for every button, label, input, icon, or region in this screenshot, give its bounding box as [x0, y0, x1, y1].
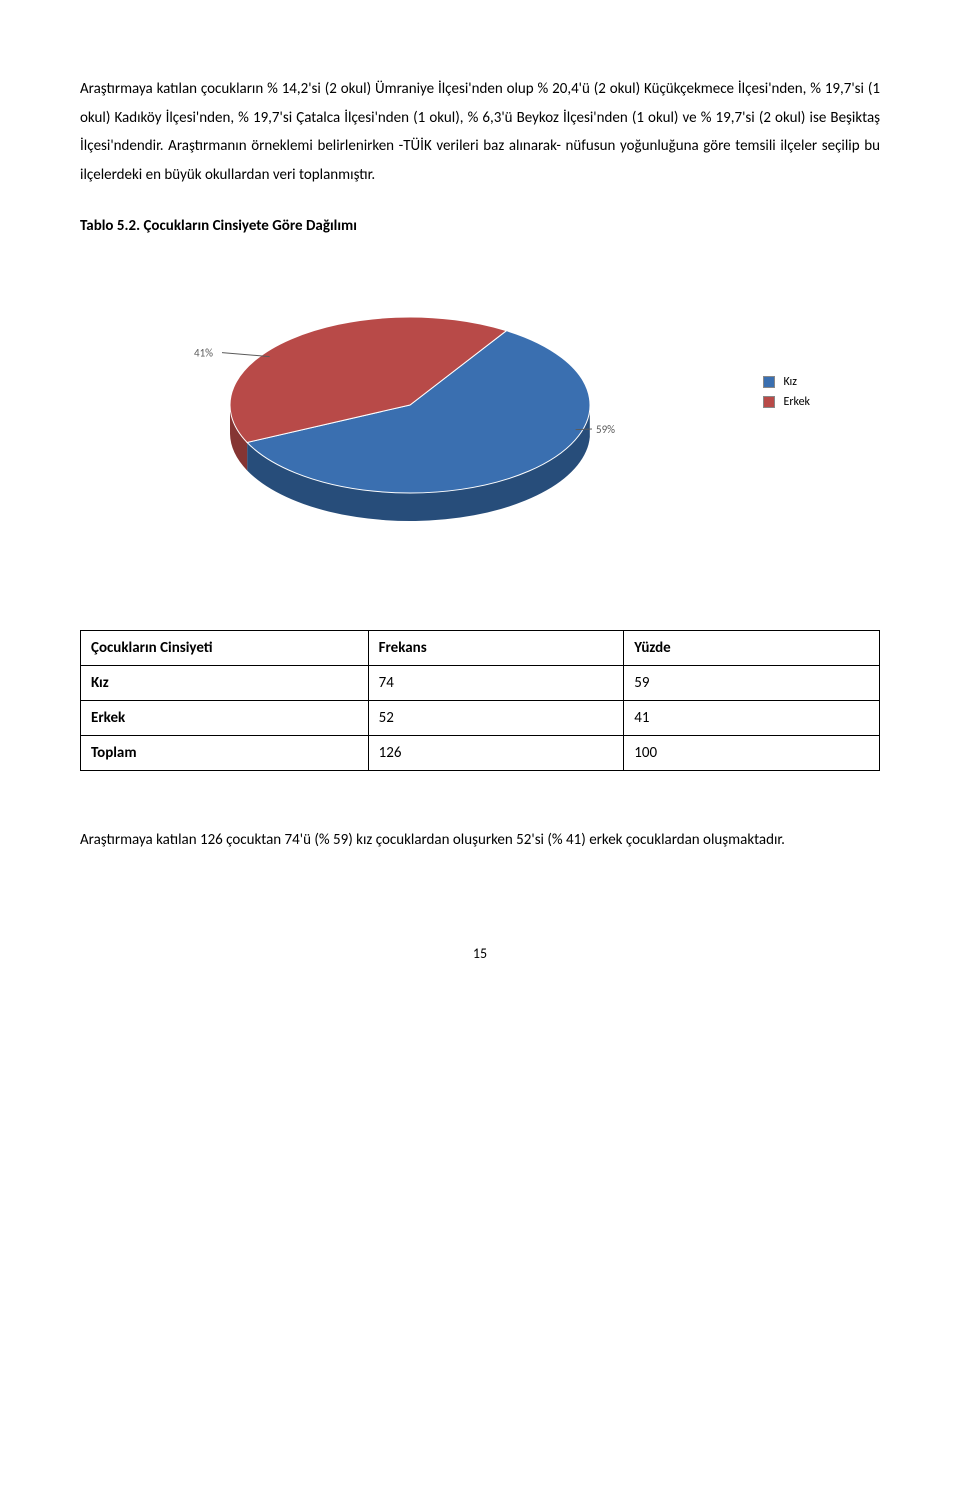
- table-header-row: Çocukların Cinsiyeti Frekans Yüzde: [81, 631, 880, 666]
- svg-text:41%: 41%: [194, 347, 213, 360]
- table-title: Tablo 5.2. Çocukların Cinsiyete Göre Dağ…: [80, 217, 880, 235]
- legend-label: Kız: [783, 375, 797, 389]
- col-header-label: Çocukların Cinsiyeti: [81, 631, 369, 666]
- row-pct: 59: [624, 666, 880, 701]
- svg-text:59%: 59%: [596, 423, 615, 436]
- col-header-freq: Frekans: [368, 631, 624, 666]
- legend-swatch-erkek: [763, 396, 775, 408]
- legend-swatch-kiz: [763, 376, 775, 388]
- row-freq: 126: [368, 736, 624, 771]
- row-pct: 41: [624, 701, 880, 736]
- result-paragraph: Araştırmaya katılan 126 çocuktan 74'ü (%…: [80, 826, 880, 855]
- row-freq: 52: [368, 701, 624, 736]
- legend-label: Erkek: [783, 395, 810, 409]
- chart-legend: Kız Erkek: [763, 375, 810, 415]
- table-row: Erkek 52 41: [81, 701, 880, 736]
- page-number: 15: [80, 945, 880, 962]
- row-label: Kız: [81, 666, 369, 701]
- gender-table: Çocukların Cinsiyeti Frekans Yüzde Kız 7…: [80, 630, 880, 771]
- intro-paragraph: Araştırmaya katılan çocukların % 14,2'si…: [80, 75, 880, 189]
- table-row: Toplam 126 100: [81, 736, 880, 771]
- legend-item: Kız: [763, 375, 810, 389]
- pie-svg: 59% 41%: [120, 265, 680, 555]
- row-pct: 100: [624, 736, 880, 771]
- row-label: Erkek: [81, 701, 369, 736]
- table-row: Kız 74 59: [81, 666, 880, 701]
- row-label: Toplam: [81, 736, 369, 771]
- row-freq: 74: [368, 666, 624, 701]
- legend-item: Erkek: [763, 395, 810, 409]
- col-header-pct: Yüzde: [624, 631, 880, 666]
- pie-chart: 59%41% Kız Erkek: [120, 265, 680, 560]
